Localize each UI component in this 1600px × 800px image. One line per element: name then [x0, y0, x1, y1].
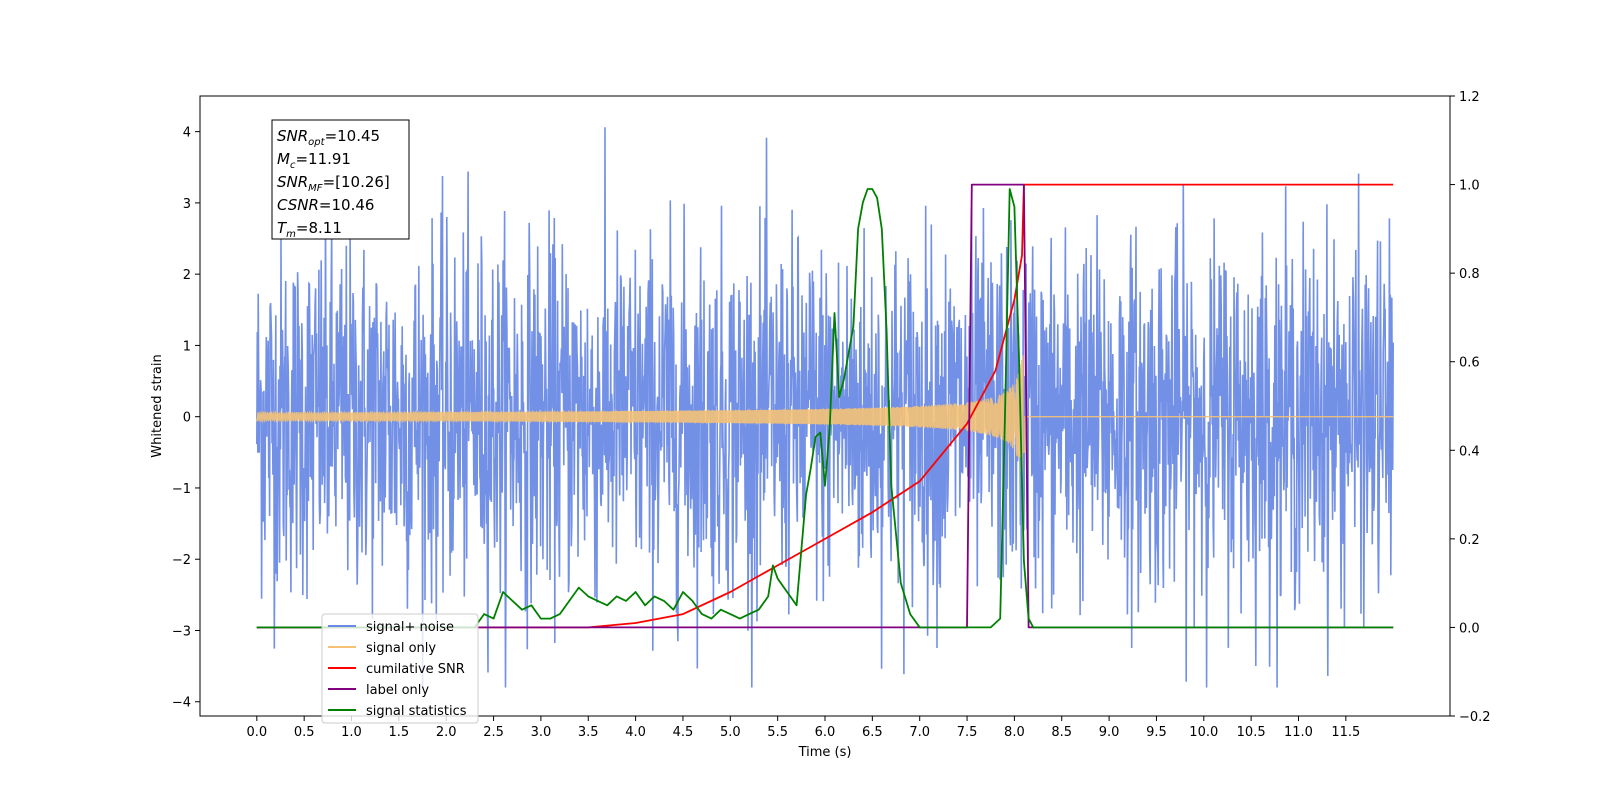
x-tick-label: 4.5 — [673, 725, 694, 740]
y2-tick-label: 0.2 — [1459, 533, 1480, 548]
info-line: SNRopt=10.45 — [277, 127, 380, 148]
legend: signal+ noise signal only cumilative SNR la… — [321, 613, 479, 724]
x-tick-label: 9.0 — [1099, 725, 1120, 740]
info-line: Tm=8.11 — [277, 219, 342, 240]
legend-frame — [321, 613, 479, 724]
x-axis: 0.0 0.5 1.0 1.5 2.0 2.5 3.0 3.5 4.0 4.5 5.0 5.5 6.0 6… — [246, 716, 1360, 740]
x-tick-label: 8.5 — [1051, 725, 1072, 740]
series-cumulative-snr — [256, 183, 1394, 629]
x-axis-label: Time (s) — [798, 745, 852, 760]
y-tick-label: 3 — [183, 197, 191, 212]
legend-entry: label only — [366, 683, 429, 698]
x-tick-label: 0.5 — [294, 725, 315, 740]
legend-entry: signal only — [366, 641, 436, 656]
y-tick-label: 0 — [183, 411, 191, 426]
x-tick-label: 6.0 — [815, 725, 836, 740]
y-tick-label: −4 — [172, 696, 191, 711]
y2-tick-label: 0.6 — [1459, 356, 1480, 371]
plot-series — [256, 127, 1394, 688]
series-signal-noise — [256, 127, 1394, 688]
legend-entry: signal statistics — [366, 704, 467, 719]
x-tick-label: 11.5 — [1331, 725, 1360, 740]
y-tick-label: 2 — [183, 268, 191, 283]
y2-tick-label: 1.0 — [1459, 179, 1480, 194]
y2-tick-label: 1.2 — [1459, 90, 1480, 105]
x-tick-label: 4.0 — [625, 725, 646, 740]
x-tick-label: 5.5 — [767, 725, 788, 740]
y2-tick-label: 0.4 — [1459, 444, 1480, 459]
x-tick-label: 3.5 — [578, 725, 599, 740]
y-axis-right: −0.2 0.0 0.2 0.4 0.6 0.8 1.0 1.2 — [1450, 90, 1491, 725]
x-tick-label: 7.5 — [957, 725, 978, 740]
x-tick-label: 11.0 — [1284, 725, 1313, 740]
info-line: CSNR=10.46 — [277, 196, 374, 214]
x-tick-label: 7.0 — [909, 725, 930, 740]
x-tick-label: 3.0 — [531, 725, 552, 740]
x-tick-label: 8.0 — [1004, 725, 1025, 740]
y-axis-left: −4 −3 −2 −1 0 1 2 3 4 — [172, 126, 200, 711]
info-line: SNRMF=[10.26] — [277, 173, 390, 194]
x-tick-label: 2.5 — [483, 725, 504, 740]
x-tick-label: 2.0 — [436, 725, 457, 740]
x-tick-label: 0.0 — [246, 725, 267, 740]
legend-entry: signal+ noise — [366, 620, 454, 635]
y-tick-label: −2 — [172, 553, 191, 568]
x-tick-label: 10.0 — [1189, 725, 1218, 740]
y2-tick-label: −0.2 — [1459, 710, 1491, 725]
x-tick-label: 5.0 — [720, 725, 741, 740]
y-tick-label: −3 — [172, 624, 191, 639]
y-tick-label: 1 — [183, 339, 191, 354]
y-axis-label: Whitened strain — [150, 354, 165, 457]
y-tick-label: 4 — [183, 126, 191, 141]
y-tick-label: −1 — [172, 482, 191, 497]
series-signal-statistics — [256, 188, 1394, 629]
y2-tick-label: 0.0 — [1459, 621, 1480, 636]
x-tick-label: 9.5 — [1146, 725, 1167, 740]
x-tick-label: 6.5 — [862, 725, 883, 740]
y2-tick-label: 0.8 — [1459, 267, 1480, 282]
x-tick-label: 1.0 — [341, 725, 362, 740]
series-signal-only — [256, 355, 1394, 472]
x-tick-label: 10.5 — [1237, 725, 1266, 740]
info-line: Mc=11.91 — [277, 150, 351, 171]
legend-entry: cumilative SNR — [366, 662, 465, 677]
x-tick-label: 1.5 — [389, 725, 410, 740]
info-box-frame — [271, 119, 410, 240]
